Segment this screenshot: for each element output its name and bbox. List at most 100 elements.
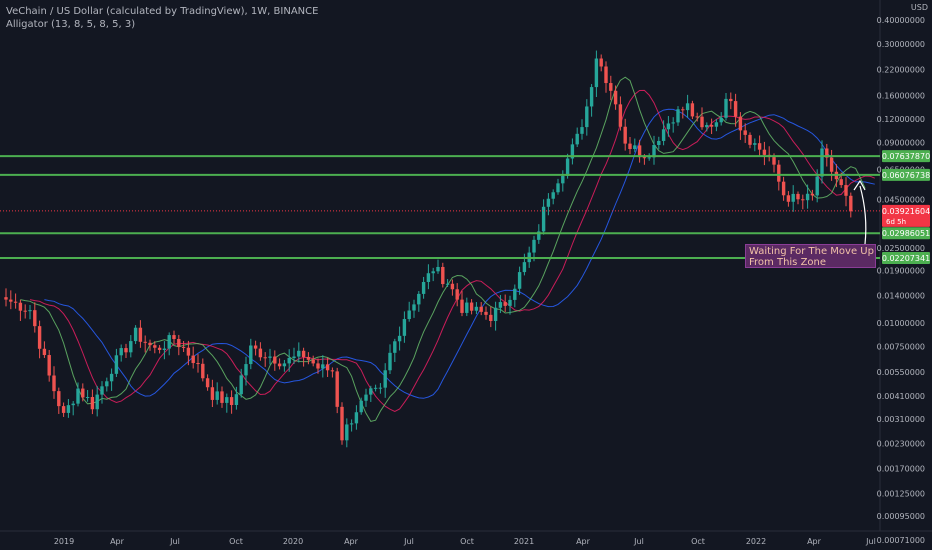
y-tick-label: 0.00170000: [877, 464, 925, 473]
alligator-jaw-line: [44, 108, 875, 399]
candle-body: [455, 289, 459, 300]
candle-body: [66, 405, 71, 413]
candle-body: [532, 239, 536, 253]
y-tick-label: 0.01400000: [877, 291, 925, 300]
candle-body: [263, 357, 267, 359]
x-tick-label: 2020: [283, 537, 303, 546]
candle-body: [556, 183, 560, 193]
x-tick-label: Jul: [403, 537, 414, 546]
candle-body: [172, 335, 176, 340]
candle-body: [431, 271, 435, 274]
candle-body: [18, 302, 23, 311]
candle-body: [647, 157, 651, 159]
candle-body: [733, 101, 738, 117]
arrow-head: [853, 179, 866, 191]
x-tick-label: Oct: [691, 537, 705, 546]
candle-body: [426, 273, 431, 282]
candle-body: [517, 272, 522, 289]
candle-body: [465, 302, 469, 313]
candle-body: [815, 176, 819, 196]
candle-body: [349, 423, 354, 425]
candle-body: [359, 400, 363, 413]
candle-body: [61, 406, 66, 413]
candle-body: [321, 364, 325, 369]
x-tick-label: Oct: [460, 537, 474, 546]
candle-body: [268, 356, 272, 358]
level-price-label: 0.02986051: [882, 229, 930, 238]
countdown-label: 6d 5h: [886, 218, 906, 226]
candle-body: [157, 347, 162, 350]
candle-body: [479, 306, 483, 312]
candle-body: [417, 293, 421, 305]
candle-body: [76, 388, 80, 404]
current-price-tag: [882, 204, 930, 227]
candle-body: [95, 394, 99, 410]
candle-body: [580, 127, 584, 134]
level-price-tag: [882, 252, 930, 265]
candle-body: [690, 103, 695, 117]
candle-body: [685, 103, 690, 111]
candle-body: [810, 193, 815, 196]
candle-body: [181, 346, 186, 348]
candle-body: [825, 148, 829, 158]
candle-body: [412, 304, 416, 311]
candle-body: [589, 87, 594, 107]
candle-body: [287, 357, 291, 364]
candle-body: [325, 364, 330, 371]
candle-body: [191, 355, 195, 364]
candle-body: [561, 175, 565, 184]
candle-body: [177, 339, 181, 347]
candle-body: [695, 116, 699, 118]
candle-body: [345, 424, 349, 441]
candle-body: [618, 104, 623, 127]
symbol-title: VeChain / US Dollar (calculated by Tradi…: [6, 6, 319, 17]
candle-body: [402, 319, 407, 336]
candle-body: [570, 144, 575, 159]
candle-body: [354, 412, 359, 424]
x-tick-label: Oct: [229, 537, 243, 546]
candle-body: [503, 302, 507, 306]
candle-body: [801, 199, 805, 201]
candle-body: [753, 143, 757, 145]
level-price-label: 0.02207341: [882, 254, 930, 263]
candle-body: [628, 143, 632, 150]
candle-body: [541, 206, 546, 232]
x-tick-label: Apr: [807, 537, 822, 546]
x-tick-label: Jul: [865, 537, 876, 546]
y-tick-label: 0.00550000: [877, 368, 925, 377]
candle-body: [820, 148, 824, 177]
candle-body: [301, 350, 306, 357]
candle-body: [609, 83, 613, 91]
candle-body: [105, 381, 109, 387]
y-tick-label: 0.00230000: [877, 440, 925, 449]
annotation-line-1: Waiting For The Move Up: [749, 246, 874, 257]
candle-body: [460, 299, 464, 313]
candle-body: [124, 348, 128, 353]
y-tick-label: 0.01000000: [877, 319, 925, 328]
candle-body: [748, 134, 752, 145]
candle-body: [637, 145, 642, 158]
arrow-shaft: [859, 185, 867, 245]
y-tick-label: 0.00410000: [877, 392, 925, 401]
x-tick-label: 2022: [746, 537, 766, 546]
annotation-box[interactable]: Waiting For The Move Up From This Zone: [745, 244, 876, 268]
candle-body: [805, 193, 810, 201]
candle-body: [666, 123, 671, 130]
candle-body: [220, 391, 224, 403]
candle-body: [316, 363, 320, 369]
candle-body: [709, 124, 714, 127]
candle-body: [13, 301, 18, 303]
x-tick-label: 2021: [514, 537, 534, 546]
candle-body: [388, 352, 392, 371]
candle-body: [52, 375, 56, 392]
y-tick-label: 0.00750000: [877, 343, 925, 352]
candle-body: [700, 116, 704, 128]
candle-body: [575, 133, 579, 145]
candle-body: [239, 375, 243, 395]
candle-body: [23, 310, 27, 312]
candle-body: [393, 341, 397, 353]
candle-body: [244, 364, 248, 376]
candle-body: [705, 124, 709, 128]
